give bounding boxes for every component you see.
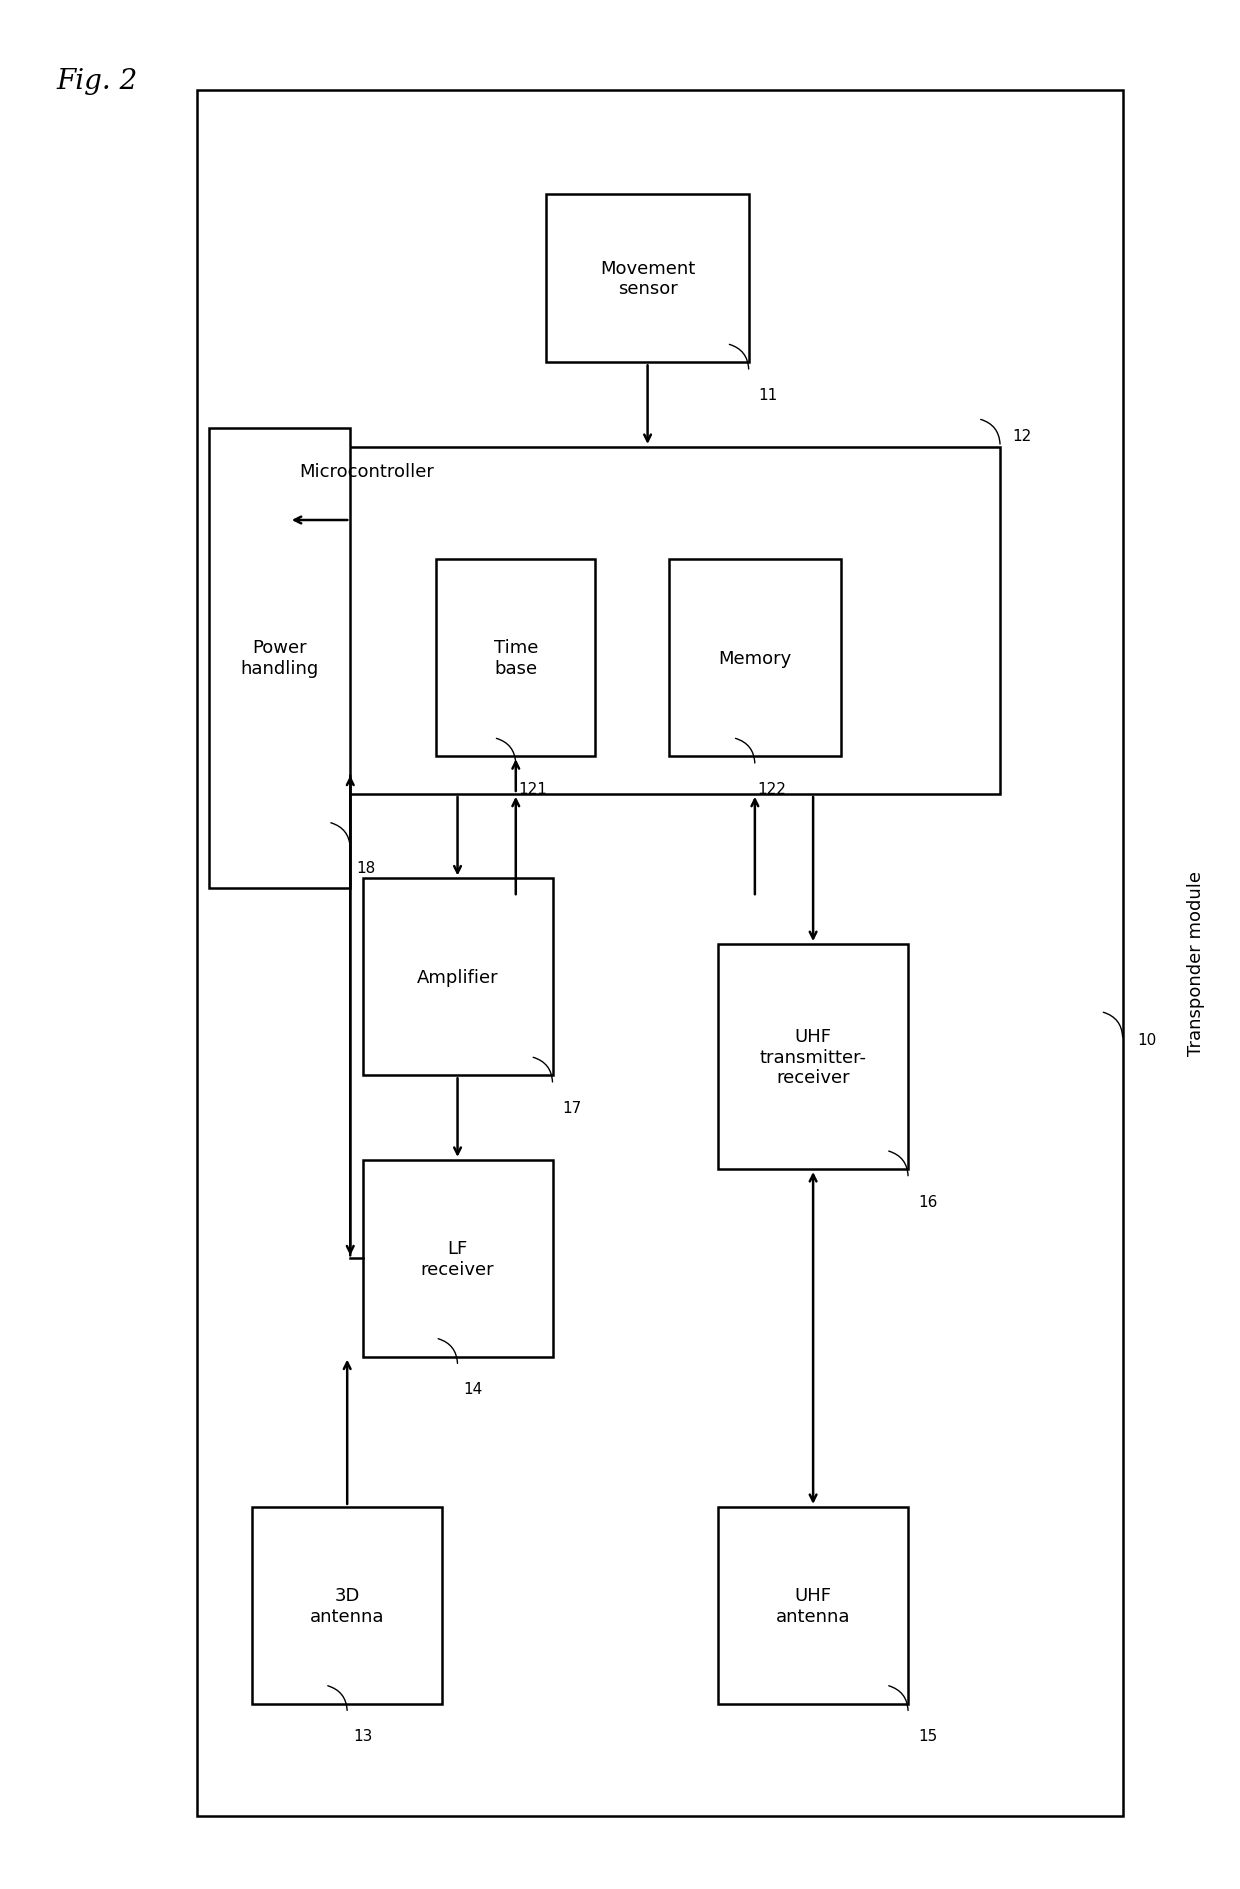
Text: Microcontroller: Microcontroller	[299, 463, 434, 480]
Text: 122: 122	[758, 782, 786, 797]
Text: 10: 10	[1137, 1033, 1157, 1048]
Text: Power
handling: Power handling	[241, 638, 319, 678]
Text: Fig. 2: Fig. 2	[56, 68, 138, 96]
Text: 17: 17	[563, 1099, 582, 1115]
Bar	[718, 1507, 908, 1704]
Text: UHF
transmitter-
receiver: UHF transmitter- receiver	[760, 1028, 867, 1086]
Bar	[197, 91, 1122, 1817]
Bar	[718, 944, 908, 1169]
Text: 12: 12	[1012, 429, 1032, 444]
Text: Amplifier: Amplifier	[417, 969, 498, 986]
Text: 16: 16	[918, 1194, 937, 1209]
Text: UHF
antenna: UHF antenna	[776, 1587, 851, 1625]
Text: LF
receiver: LF receiver	[420, 1239, 495, 1279]
Text: Time
base: Time base	[494, 638, 538, 678]
Bar	[436, 561, 595, 757]
Bar	[252, 1507, 443, 1704]
Text: 14: 14	[464, 1381, 482, 1396]
Text: Transponder module: Transponder module	[1187, 871, 1205, 1056]
Text: 18: 18	[356, 859, 376, 875]
Bar	[289, 448, 1001, 795]
Bar	[670, 561, 841, 757]
Text: 11: 11	[759, 387, 777, 402]
Text: 13: 13	[353, 1728, 373, 1744]
Bar	[362, 878, 553, 1075]
Bar	[547, 195, 749, 363]
Text: Movement
sensor: Movement sensor	[600, 259, 696, 298]
Text: 3D
antenna: 3D antenna	[310, 1587, 384, 1625]
Text: 121: 121	[518, 782, 547, 797]
Text: Memory: Memory	[718, 650, 791, 667]
Bar	[362, 1160, 553, 1356]
Text: 15: 15	[918, 1728, 937, 1744]
Bar	[210, 429, 350, 888]
